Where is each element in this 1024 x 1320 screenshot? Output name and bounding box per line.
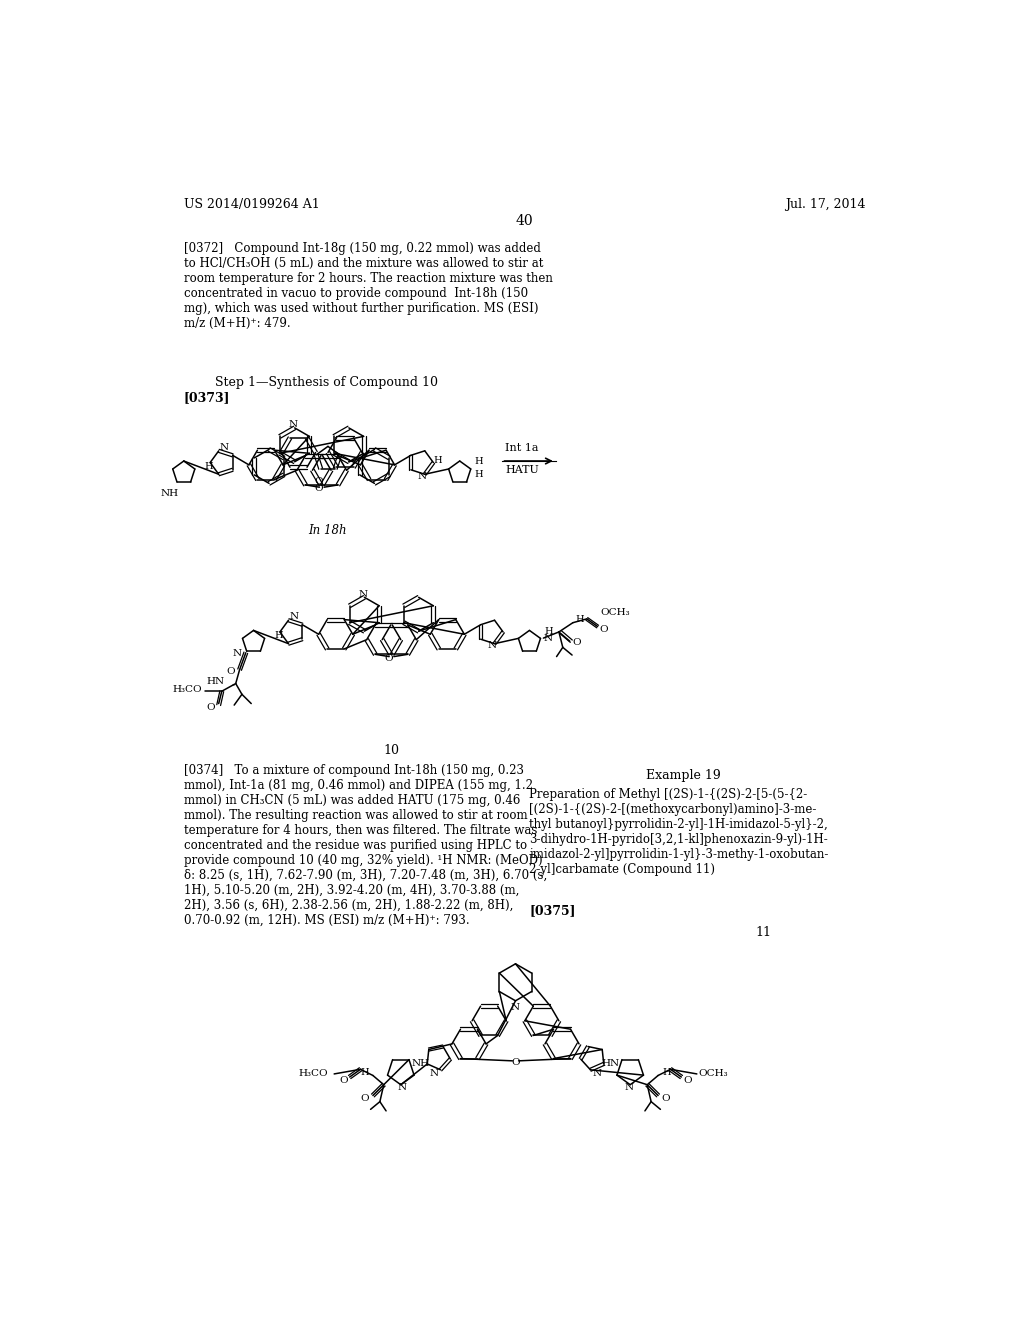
Text: OCH₃: OCH₃ (601, 609, 631, 618)
Text: HATU: HATU (506, 465, 540, 475)
Text: O: O (572, 639, 582, 647)
Text: O: O (683, 1076, 692, 1085)
Text: 40: 40 (516, 214, 534, 228)
Text: O: O (314, 484, 323, 494)
Text: O: O (511, 1057, 520, 1067)
Text: H₃CO: H₃CO (298, 1069, 328, 1078)
Text: Jul. 17, 2014: Jul. 17, 2014 (785, 198, 866, 211)
Text: N: N (289, 420, 298, 429)
Text: 10: 10 (384, 743, 399, 756)
Text: N: N (290, 612, 298, 620)
Text: O: O (226, 667, 234, 676)
Text: H: H (360, 1068, 369, 1077)
Text: O: O (384, 653, 393, 663)
Text: NH: NH (161, 490, 179, 499)
Text: N: N (232, 649, 242, 659)
Text: US 2014/0199264 A1: US 2014/0199264 A1 (183, 198, 319, 211)
Text: N: N (418, 473, 427, 480)
Text: N: N (358, 590, 368, 599)
Text: [0374]   To a mixture of compound Int-18h (150 mg, 0.23
mmol), Int-1a (81 mg, 0.: [0374] To a mixture of compound Int-18h … (183, 763, 547, 927)
Text: H: H (474, 470, 483, 479)
Text: [0373]: [0373] (183, 391, 230, 404)
Text: Int 1a: Int 1a (506, 444, 539, 453)
Text: In 18h: In 18h (308, 524, 347, 537)
Text: H: H (204, 462, 213, 471)
Text: NH: NH (412, 1060, 430, 1068)
Text: 11: 11 (756, 927, 771, 939)
Text: [0375]: [0375] (529, 904, 575, 917)
Text: N: N (544, 634, 553, 643)
Text: H: H (575, 615, 584, 624)
Text: N: N (624, 1084, 633, 1092)
Text: Step 1—Synthesis of Compound 10: Step 1—Synthesis of Compound 10 (215, 376, 438, 389)
Text: N: N (429, 1069, 438, 1077)
Text: O: O (599, 626, 608, 634)
Text: H: H (662, 1068, 671, 1077)
Text: N: N (511, 1003, 520, 1012)
Text: N: N (219, 442, 228, 451)
Text: O: O (360, 1094, 370, 1104)
Text: N: N (487, 642, 497, 651)
Text: H: H (274, 631, 283, 640)
Text: HN: HN (601, 1060, 620, 1068)
Text: Example 19: Example 19 (645, 770, 720, 781)
Text: H: H (434, 455, 442, 465)
Text: HN: HN (207, 677, 225, 685)
Text: H₃CO: H₃CO (172, 685, 202, 694)
Text: Preparation of Methyl [(2S)-1-{(2S)-2-[5-(5-{2-
[(2S)-1-{(2S)-2-[(methoxycarbony: Preparation of Methyl [(2S)-1-{(2S)-2-[5… (529, 788, 828, 876)
Text: O: O (314, 478, 323, 486)
Text: [0372]   Compound Int-18g (150 mg, 0.22 mmol) was added
to HCl/CH₃OH (5 mL) and : [0372] Compound Int-18g (150 mg, 0.22 mm… (183, 242, 553, 330)
Text: N: N (397, 1084, 407, 1092)
Text: N: N (592, 1069, 601, 1077)
Text: O: O (662, 1094, 670, 1104)
Text: OCH₃: OCH₃ (698, 1069, 728, 1078)
Text: H: H (544, 627, 553, 636)
Text: O: O (339, 1076, 348, 1085)
Text: O: O (207, 704, 215, 711)
Text: H: H (474, 457, 483, 466)
